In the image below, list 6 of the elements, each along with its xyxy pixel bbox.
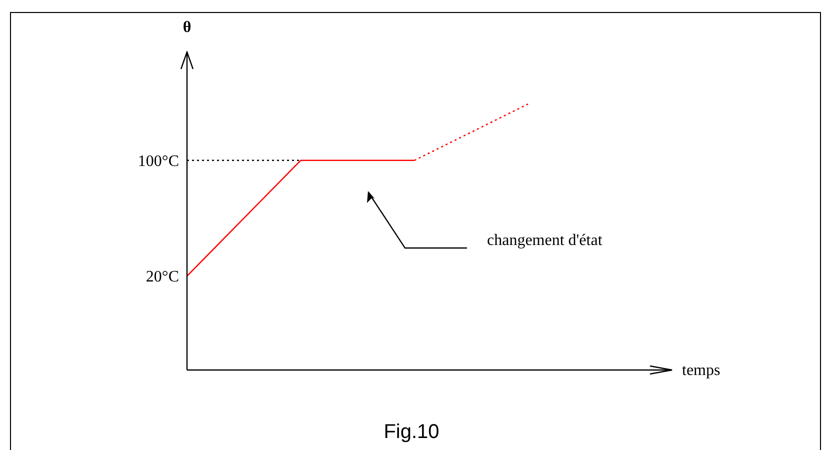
y-tick-label: 100°C — [138, 152, 179, 170]
y-axis-title: θ — [182, 19, 192, 36]
annotation: changement d'état — [487, 232, 602, 250]
caption: Fig.10 — [382, 421, 440, 444]
x-axis-title: temps — [682, 362, 720, 380]
y-tick-label: 20°C — [146, 268, 179, 286]
